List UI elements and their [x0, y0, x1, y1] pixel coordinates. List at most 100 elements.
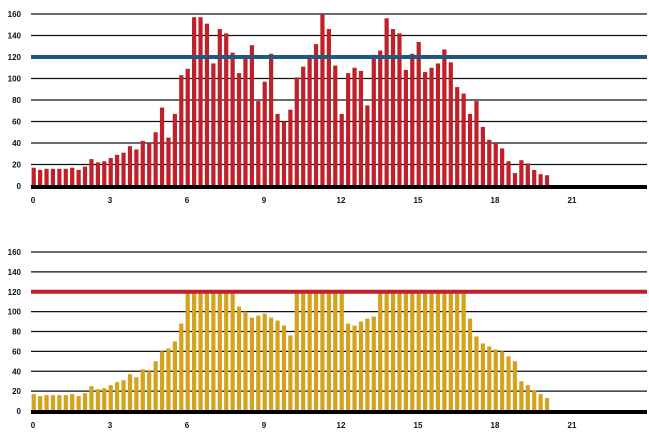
bar [423, 291, 428, 411]
x-tick-label: 6 [185, 421, 190, 430]
x-tick-label: 12 [337, 421, 346, 430]
bar [493, 349, 498, 411]
bar [211, 291, 216, 411]
bar [448, 291, 453, 411]
bar [403, 291, 408, 411]
bar [44, 168, 49, 186]
bar [57, 168, 62, 186]
bar [480, 343, 485, 411]
bar [224, 33, 229, 186]
bar [346, 323, 351, 411]
bar [275, 113, 280, 186]
bar [467, 113, 473, 186]
bar [281, 325, 287, 411]
bar [519, 160, 524, 186]
bar [500, 351, 505, 412]
y-tick-label: 80 [12, 96, 21, 105]
bar [243, 55, 248, 187]
bar [326, 291, 331, 411]
bar [153, 361, 158, 411]
x-tick-label: 21 [568, 421, 577, 430]
bar [256, 315, 261, 411]
x-tick-label: 12 [337, 196, 346, 205]
bar [512, 173, 518, 186]
bar [442, 291, 447, 411]
bar [44, 395, 49, 411]
bar [262, 313, 267, 411]
y-tick-label: 80 [12, 328, 21, 337]
bar [358, 70, 364, 186]
bar [159, 107, 165, 186]
bar [506, 356, 511, 411]
bar [307, 291, 312, 411]
bar [410, 291, 415, 411]
bar [461, 291, 466, 411]
bar [57, 395, 62, 411]
bar [288, 109, 293, 186]
bar [249, 45, 254, 187]
bar [346, 73, 351, 187]
bar [230, 291, 235, 411]
bar [313, 44, 319, 186]
bar [275, 320, 280, 411]
bar [230, 52, 235, 187]
bar [435, 291, 441, 411]
bar [115, 382, 120, 411]
bar [313, 291, 319, 411]
bar [371, 316, 376, 411]
bar [185, 291, 190, 411]
x-tick-label: 9 [262, 421, 267, 430]
bar [384, 291, 389, 411]
x-tick-label: 15 [414, 196, 423, 205]
bar [108, 158, 113, 186]
bar [333, 291, 338, 411]
y-tick-label: 60 [12, 347, 21, 356]
bar [416, 291, 421, 411]
bar [397, 291, 402, 411]
bar [487, 346, 492, 411]
bar [217, 291, 222, 411]
bar [249, 317, 254, 411]
bar [307, 54, 312, 186]
chart-panel-1: 0 20 40 60 80 100 120 140 160 0 3 6 9 12 15 18 21 [8, 10, 647, 205]
bar [121, 380, 126, 411]
bar [538, 394, 543, 411]
bar [397, 33, 402, 186]
bar [115, 154, 120, 186]
bar [378, 291, 383, 411]
bar [166, 137, 171, 187]
bar [544, 175, 550, 186]
bar [70, 394, 75, 411]
x-tick-label: 9 [262, 196, 267, 205]
bar [429, 291, 434, 411]
bar [281, 121, 287, 186]
bar [371, 54, 376, 186]
bar [192, 17, 197, 186]
bar [455, 291, 460, 411]
bar [63, 168, 68, 186]
x-tick-label: 3 [108, 196, 113, 205]
bar [82, 393, 88, 411]
bar [147, 371, 152, 411]
bar [95, 162, 100, 186]
bar [480, 126, 485, 187]
y-tick-label: 60 [12, 118, 21, 127]
bar [256, 101, 261, 186]
bar [166, 348, 171, 411]
bar [236, 306, 242, 411]
bar [198, 291, 203, 411]
bar [134, 377, 139, 411]
bar [410, 53, 415, 186]
bar [320, 14, 325, 186]
bar [204, 291, 210, 411]
bar [429, 67, 434, 186]
bar [76, 169, 81, 187]
bar [384, 18, 389, 186]
bar [455, 87, 460, 186]
bar [102, 388, 107, 411]
bar [294, 77, 299, 186]
y-tick-label: 40 [12, 367, 21, 376]
bar [269, 317, 274, 411]
bar [390, 29, 396, 186]
bar [153, 132, 158, 186]
